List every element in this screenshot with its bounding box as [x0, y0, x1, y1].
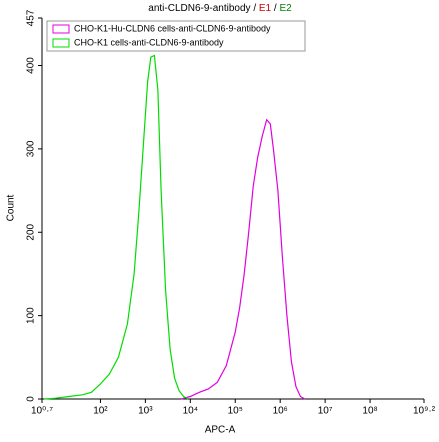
x-tick-label: 10⁰·⁷ [31, 406, 53, 417]
title-part: / [274, 3, 277, 14]
y-tick-label: 0 [26, 396, 37, 402]
x-tick-label: 10⁵ [228, 406, 243, 417]
title-part: E1 [259, 3, 272, 14]
x-tick-label: 10⁴ [183, 406, 198, 417]
y-tick-label: 100 [26, 307, 37, 324]
series-line [44, 54, 189, 400]
x-tick-label: 10⁹·² [413, 406, 436, 417]
x-tick-label: 10³ [138, 406, 153, 417]
y-axis-label: Count [6, 194, 17, 221]
legend-label: CHO-K1-Hu-CLDN6 cells-anti-CLDN6-9-antib… [74, 23, 271, 33]
y-tick-label: 200 [26, 223, 37, 240]
legend-label: CHO-K1 cells-anti-CLDN6-9-antibody [74, 37, 224, 47]
y-tick-label: 300 [26, 140, 37, 157]
legend-swatch [52, 38, 70, 48]
legend-box [46, 20, 306, 52]
x-axis-label: APC-A [205, 425, 236, 436]
legend-swatch [52, 24, 70, 34]
chart-title: anti-CLDN6-9-antibody / E1 / E2 [148, 3, 292, 14]
x-tick-label: 10⁷ [318, 406, 333, 417]
x-tick-label: 10² [93, 406, 108, 417]
x-tick-label: 10⁸ [362, 406, 377, 417]
x-tick-label: 10⁶ [273, 406, 288, 417]
y-tick-label: 400 [26, 57, 37, 74]
title-part: anti-CLDN6-9-antibody / [148, 3, 256, 14]
series-line [181, 118, 306, 400]
title-part: E2 [279, 3, 292, 14]
y-tick-label: 457 [26, 9, 37, 26]
